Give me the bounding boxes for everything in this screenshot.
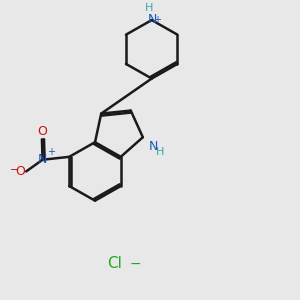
- Text: O: O: [15, 165, 25, 178]
- Text: +: +: [153, 15, 161, 25]
- Text: O: O: [37, 125, 47, 138]
- Text: −: −: [10, 165, 20, 175]
- Text: Cl: Cl: [107, 256, 122, 271]
- Text: H: H: [145, 3, 153, 13]
- Text: N: N: [38, 153, 47, 166]
- Text: +: +: [47, 147, 55, 158]
- Text: −: −: [129, 257, 141, 271]
- Text: H: H: [156, 147, 165, 157]
- Text: N: N: [149, 140, 158, 152]
- Text: N: N: [148, 13, 157, 26]
